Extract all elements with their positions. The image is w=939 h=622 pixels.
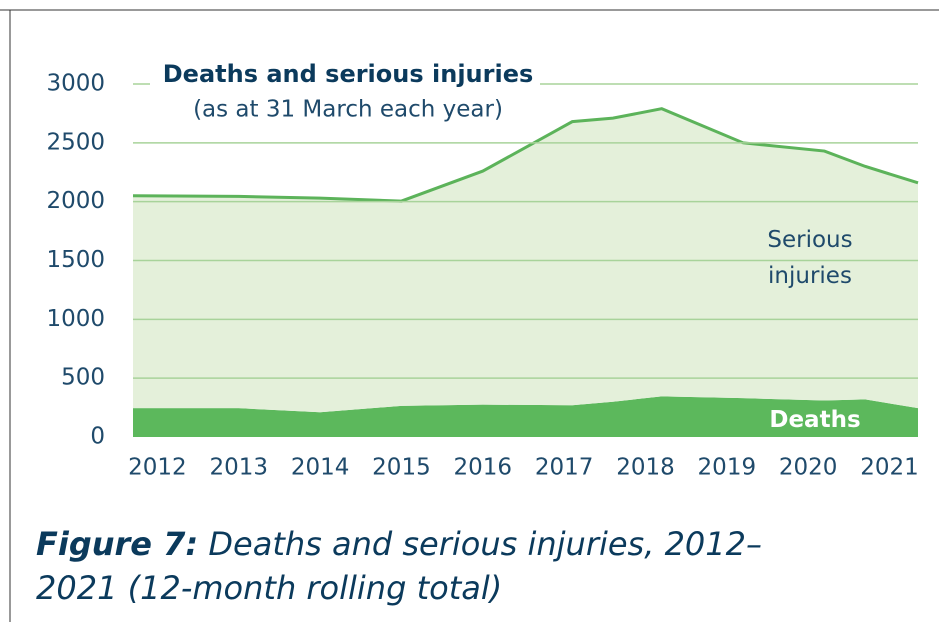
caption-text: Deaths and serious injuries, 2012–2021 (… (36, 525, 762, 607)
y-tick-label: 3000 (46, 71, 105, 97)
y-tick-label: 1500 (46, 247, 105, 273)
x-tick-label: 2019 (698, 455, 757, 481)
caption: Figure 7: Deaths and serious injuries, 2… (36, 522, 796, 610)
x-tick-label: 2013 (209, 455, 268, 481)
x-tick-label: 2018 (616, 455, 675, 481)
x-tick-label: 2020 (779, 455, 838, 481)
y-tick-label: 1000 (46, 306, 105, 332)
title-background (150, 60, 540, 94)
x-tick-label: 2021 (860, 455, 919, 481)
y-tick-label: 2000 (46, 188, 105, 214)
chart-subtitle: (as at 31 March each year) (193, 97, 503, 123)
area (133, 396, 918, 437)
y-tick-label: 2500 (46, 129, 105, 155)
series-label: Deaths (769, 407, 861, 433)
line (132, 107, 919, 203)
series-label: Serious injuries (767, 227, 853, 289)
x-tick-label: 2014 (291, 455, 350, 481)
x-tick-label: 2015 (372, 455, 431, 481)
chart-title: Deaths and serious injuries (163, 60, 534, 88)
y-tick-label: 500 (61, 365, 105, 391)
caption-label: Figure 7: (36, 525, 199, 563)
plot: 0 500 1000 1500 2000 2500 3000 2012 2013 2014 2015… (46, 71, 918, 481)
x-tick-label: 2017 (535, 455, 594, 481)
x-tick-label: 2016 (454, 455, 513, 481)
y-tick-label: 0 (90, 424, 105, 450)
x-tick-label: 2012 (128, 455, 187, 481)
